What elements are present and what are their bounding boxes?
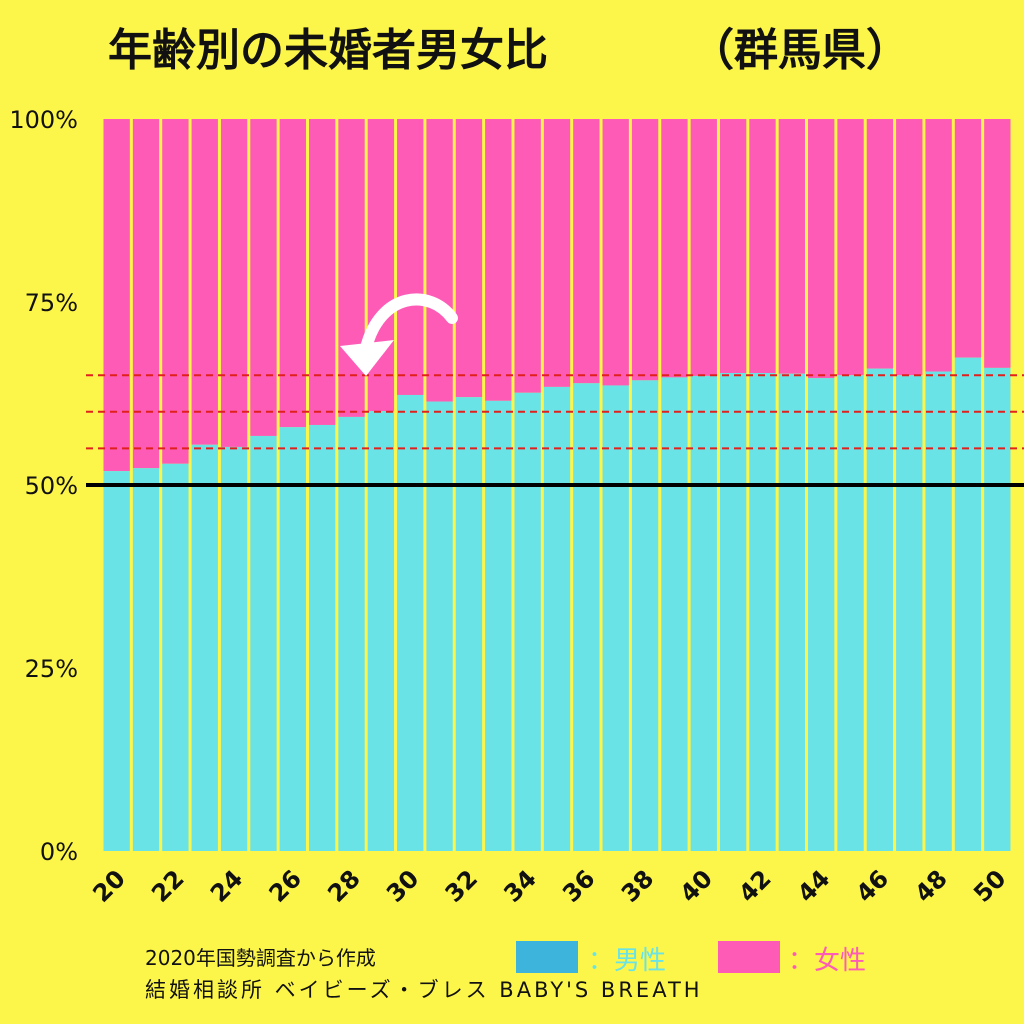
x-tick-label: 32 [440, 864, 483, 907]
bar-male-37 [602, 385, 629, 851]
bar-male-42 [749, 373, 776, 851]
bar-female-50 [984, 119, 1011, 368]
chart-title: 年齢別の未婚者男女比 [108, 25, 548, 76]
x-tick-label: 24 [205, 864, 248, 907]
bar-male-21 [132, 468, 160, 851]
y-tick-label: 0% [40, 838, 78, 866]
dashed-reference-lines [86, 374, 1024, 450]
bar-male-50 [984, 367, 1011, 851]
bar-male-25 [250, 435, 277, 851]
bar-female-36 [573, 119, 600, 384]
bar-female-38 [631, 119, 659, 381]
bar-female-33 [485, 119, 512, 401]
bar-male-49 [954, 357, 982, 851]
bar-male-20 [103, 471, 130, 851]
credit-line: 結婚相談所 ベイビーズ・ブレス BABY'S BREATH [145, 978, 703, 1002]
source-note: 2020年国勢調査から作成 [145, 946, 376, 970]
legend-label-male: ：男性 [588, 946, 667, 976]
bar-male-22 [162, 463, 189, 851]
x-tick-label: 38 [616, 864, 659, 907]
x-axis-ticks: 20 22 24 26 28 30 32 34 36 38 40 42 44 46 48 50 [87, 864, 1011, 907]
bar-female-45 [837, 119, 864, 376]
bar-female-32 [455, 119, 483, 398]
x-tick-label: 30 [381, 864, 424, 907]
bar-female-23 [191, 119, 218, 445]
bar-male-41 [719, 373, 747, 851]
y-tick-label: 75% [25, 289, 78, 317]
annotation-arrow-icon [340, 293, 458, 376]
bar-female-35 [543, 119, 571, 387]
x-tick-label: 50 [968, 864, 1011, 907]
bar-male-34 [514, 392, 541, 851]
bar-male-48 [925, 371, 952, 851]
bar-female-26 [279, 119, 306, 428]
bar-male-36 [573, 383, 600, 851]
bar-male-47 [896, 375, 923, 851]
bar-female-46 [866, 119, 894, 369]
bar-female-31 [426, 119, 453, 402]
bar-male-35 [543, 386, 571, 851]
bar-male-24 [220, 446, 248, 851]
bar-male-30 [397, 394, 424, 851]
legend-swatch-male [516, 941, 578, 973]
bars-group [103, 119, 1011, 851]
bar-male-31 [426, 401, 453, 851]
bar-male-45 [837, 375, 864, 851]
bar-male-26 [279, 427, 306, 851]
bar-female-21 [132, 119, 160, 469]
bar-female-43 [778, 119, 806, 374]
bar-male-32 [455, 397, 483, 851]
bar-male-27 [308, 424, 336, 851]
bar-female-42 [749, 119, 776, 374]
y-tick-label: 50% [25, 472, 78, 500]
bar-female-39 [661, 119, 688, 378]
bar-male-28 [338, 416, 365, 851]
bar-female-41 [719, 119, 747, 374]
chart-region: （群馬県） [690, 25, 910, 76]
bar-female-30 [397, 119, 424, 395]
bar-male-38 [631, 380, 659, 851]
y-axis-ticks: 0% 25% 50% 75% 100% [9, 106, 78, 866]
y-tick-label: 100% [9, 106, 78, 134]
bar-male-46 [866, 368, 894, 851]
x-tick-label: 46 [851, 864, 894, 907]
x-tick-label: 34 [498, 864, 541, 907]
bar-male-39 [661, 377, 688, 851]
bar-female-20 [103, 119, 130, 472]
bar-female-49 [954, 119, 982, 358]
bar-male-40 [690, 375, 717, 851]
bar-male-33 [485, 400, 512, 851]
x-tick-label: 20 [87, 864, 130, 907]
x-tick-label: 26 [264, 864, 307, 907]
x-tick-label: 40 [675, 864, 718, 907]
bar-female-34 [514, 119, 541, 393]
bar-female-47 [896, 119, 923, 376]
bar-male-23 [191, 444, 218, 851]
x-tick-label: 22 [146, 864, 189, 907]
bar-female-28 [338, 119, 365, 417]
bar-female-24 [220, 119, 248, 447]
bar-female-40 [690, 119, 717, 376]
bar-female-44 [808, 119, 835, 379]
x-tick-label: 42 [733, 864, 776, 907]
x-tick-label: 44 [792, 864, 835, 907]
bar-female-22 [162, 119, 189, 464]
bar-female-37 [602, 119, 629, 386]
bar-male-43 [778, 373, 806, 851]
bar-female-27 [308, 119, 336, 425]
bar-male-44 [808, 378, 835, 851]
legend-swatch-female [718, 941, 780, 973]
x-tick-label: 28 [322, 864, 365, 907]
bar-female-48 [925, 119, 952, 372]
bar-male-29 [367, 411, 395, 851]
y-tick-label: 25% [25, 655, 78, 683]
x-tick-label: 48 [909, 864, 952, 907]
legend-label-female: ：女性 [788, 946, 867, 976]
bar-female-25 [250, 119, 277, 436]
x-tick-label: 36 [557, 864, 600, 907]
